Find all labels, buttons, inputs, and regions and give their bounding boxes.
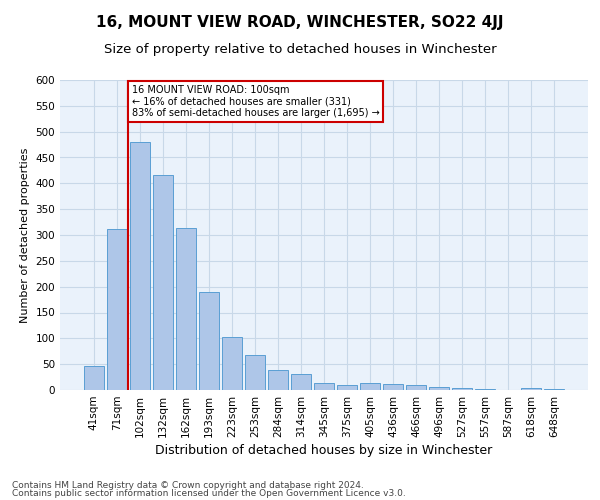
Bar — [245, 355, 265, 390]
Bar — [153, 175, 173, 390]
Bar — [430, 388, 449, 390]
Bar — [107, 230, 127, 390]
Bar — [544, 389, 564, 390]
Bar — [360, 384, 380, 390]
Text: 16, MOUNT VIEW ROAD, WINCHESTER, SO22 4JJ: 16, MOUNT VIEW ROAD, WINCHESTER, SO22 4J… — [96, 15, 504, 30]
Bar — [291, 374, 311, 390]
Bar — [176, 228, 196, 390]
Bar — [268, 370, 288, 390]
Y-axis label: Number of detached properties: Number of detached properties — [20, 148, 30, 322]
Text: Size of property relative to detached houses in Winchester: Size of property relative to detached ho… — [104, 42, 496, 56]
Text: 16 MOUNT VIEW ROAD: 100sqm
← 16% of detached houses are smaller (331)
83% of sem: 16 MOUNT VIEW ROAD: 100sqm ← 16% of deta… — [132, 85, 380, 118]
Bar — [222, 337, 242, 390]
Bar — [84, 366, 104, 390]
Text: Contains public sector information licensed under the Open Government Licence v3: Contains public sector information licen… — [12, 488, 406, 498]
Bar — [521, 388, 541, 390]
Bar — [383, 384, 403, 390]
Bar — [452, 388, 472, 390]
Bar — [337, 385, 357, 390]
Bar — [199, 292, 218, 390]
Text: Contains HM Land Registry data © Crown copyright and database right 2024.: Contains HM Land Registry data © Crown c… — [12, 481, 364, 490]
X-axis label: Distribution of detached houses by size in Winchester: Distribution of detached houses by size … — [155, 444, 493, 457]
Bar — [406, 385, 426, 390]
Bar — [314, 384, 334, 390]
Bar — [130, 142, 149, 390]
